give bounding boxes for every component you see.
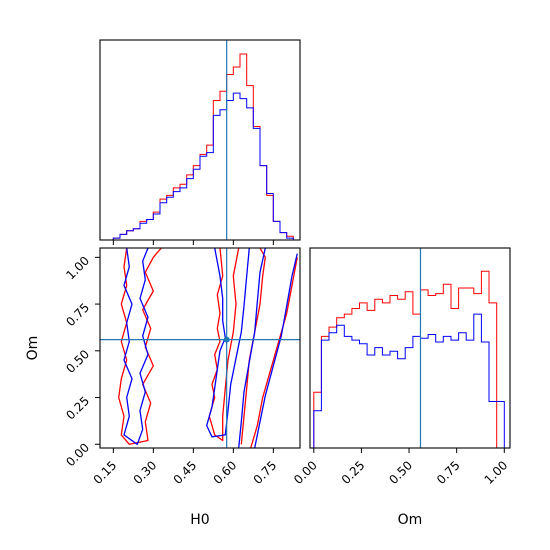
h0-xtick-label-4: 0.75 bbox=[251, 458, 280, 487]
h0-xtick-label-2: 0.45 bbox=[171, 458, 200, 487]
om-ytick-label-1: 0.25 bbox=[63, 394, 92, 423]
contour-truth-point bbox=[223, 336, 230, 343]
red-contour-3 bbox=[250, 257, 298, 448]
om-axis-label-x: Om bbox=[398, 512, 423, 528]
om-xtick-label-4: 1.00 bbox=[482, 458, 511, 487]
h0-axis-label: H0 bbox=[190, 512, 209, 528]
h0-xtick-label-0: 0.15 bbox=[91, 458, 120, 487]
om-xtick-label-3: 0.75 bbox=[434, 458, 463, 487]
om-histogram-panel: 0.00 0.25 0.50 0.75 1.00 Om bbox=[291, 247, 511, 528]
om-axis-label-y: Om bbox=[25, 336, 41, 361]
om-histogram-series-red bbox=[313, 270, 505, 449]
om-xtick-label-1: 0.25 bbox=[339, 458, 368, 487]
h0-om-contour-panel: 0.15 0.30 0.45 0.60 0.75 0.00 0.25 0.50 0.75 1.00… bbox=[25, 247, 301, 528]
om-xtick-label-0: 0.00 bbox=[291, 458, 320, 487]
red-contour-1 bbox=[208, 248, 240, 442]
om-histogram-frame bbox=[309, 247, 511, 449]
contour-frame bbox=[99, 247, 301, 449]
om-ytick-label-2: 0.50 bbox=[63, 347, 92, 376]
blue-contour-2 bbox=[238, 248, 266, 448]
om-ytick-label-3: 0.75 bbox=[63, 300, 92, 329]
om-xtick-label-2: 0.50 bbox=[386, 458, 415, 487]
blue-contour-0 bbox=[123, 248, 149, 445]
om-histogram-series-blue bbox=[313, 313, 505, 448]
om-ytick-label-4: 1.00 bbox=[63, 254, 92, 283]
blue-contour-1 bbox=[206, 248, 250, 438]
h0-xtick-label-1: 0.30 bbox=[131, 458, 160, 487]
h0-histogram-frame bbox=[99, 39, 301, 241]
blue-contour-3 bbox=[254, 253, 298, 448]
h0-histogram-series-blue bbox=[112, 92, 294, 240]
om-ytick-label-0: 0.00 bbox=[63, 440, 92, 469]
h0-histogram-panel bbox=[99, 39, 301, 245]
h0-histogram-series-red bbox=[112, 53, 294, 240]
h0-xtick-label-3: 0.60 bbox=[211, 458, 240, 487]
